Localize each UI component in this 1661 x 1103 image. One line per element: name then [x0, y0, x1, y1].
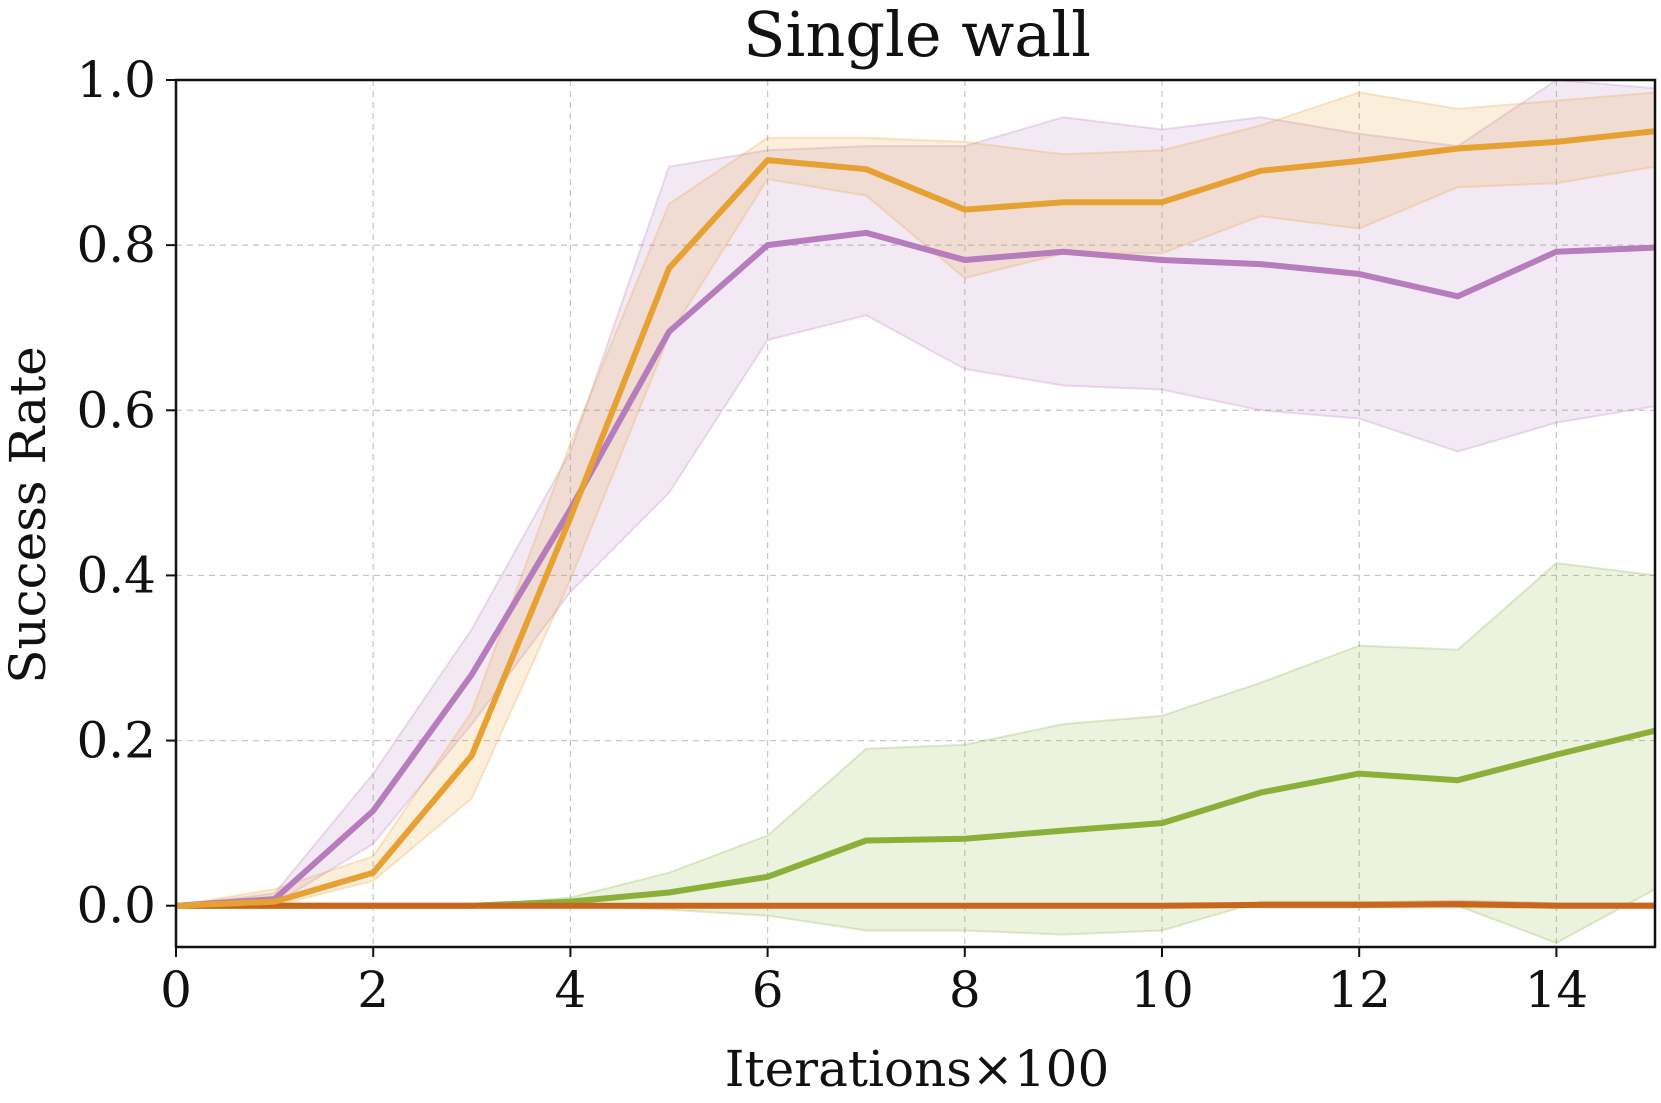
- x-tick-label: 12: [1327, 961, 1391, 1019]
- plot-frame: [174, 78, 1657, 949]
- y-tick-label: 0.2: [76, 712, 156, 770]
- y-axis-ticks: 0.0 0.2 0.4 0.6 0.8 1.0: [76, 51, 176, 935]
- y-tick-label: 0.6: [76, 381, 156, 439]
- x-tick-label: 14: [1525, 961, 1589, 1019]
- y-tick-label: 0.4: [76, 546, 156, 604]
- x-tick-label: 0: [160, 961, 192, 1019]
- series-line-orange: [176, 128, 1655, 909]
- y-axis-label: Success Rate: [0, 346, 57, 684]
- series-line-purple: [176, 229, 1655, 909]
- series-lines: [176, 128, 1655, 909]
- band-green: [176, 561, 1655, 944]
- x-axis-label: Iterations×100: [725, 1040, 1110, 1098]
- x-axis-ticks: 0 2 4 6 8 10 12 14: [160, 947, 1588, 1019]
- confidence-bands: [176, 80, 1655, 944]
- chart-title: Single wall: [743, 0, 1091, 71]
- band-purple: [176, 80, 1655, 907]
- band-orange: [176, 91, 1655, 907]
- series-line-dark-orange: [176, 901, 1655, 909]
- x-tick-label: 10: [1130, 961, 1194, 1019]
- y-tick-label: 0.8: [76, 216, 156, 274]
- y-tick-label: 0.0: [76, 877, 156, 935]
- x-tick-label: 6: [752, 961, 784, 1019]
- x-tick-label: 8: [949, 961, 981, 1019]
- y-tick-label: 1.0: [76, 51, 156, 109]
- x-tick-label: 2: [357, 961, 389, 1019]
- x-tick-label: 4: [554, 961, 586, 1019]
